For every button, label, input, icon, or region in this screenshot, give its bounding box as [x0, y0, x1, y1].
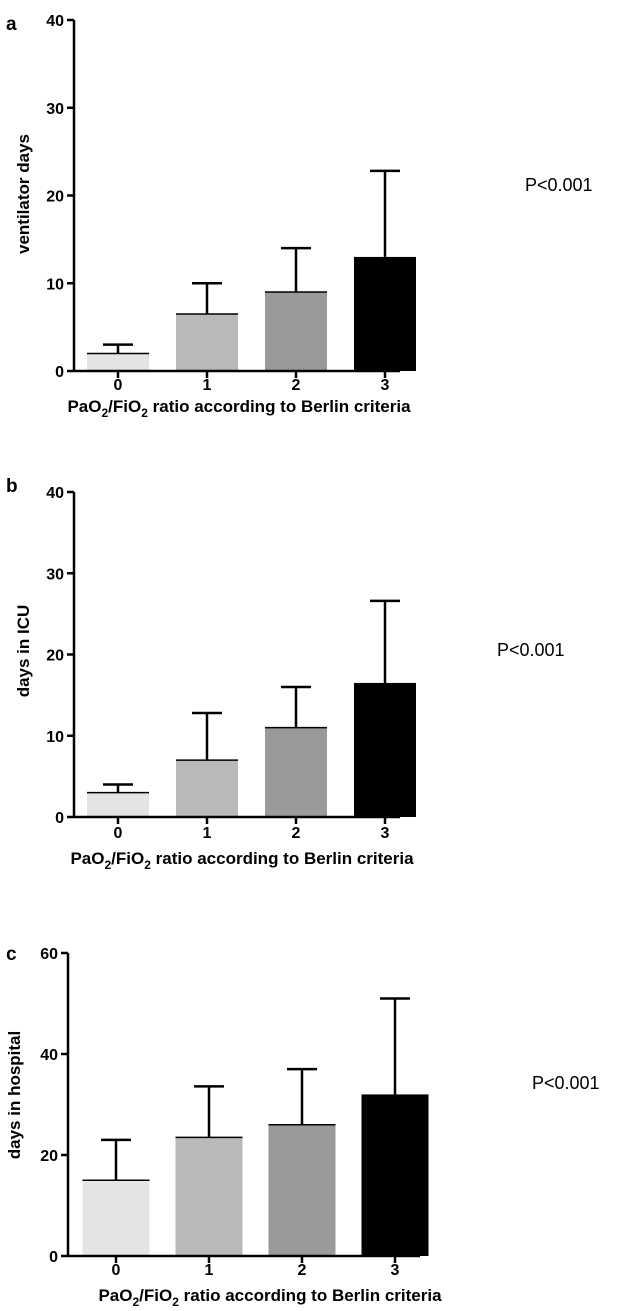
- bar: [268, 1124, 336, 1256]
- bar: [265, 727, 327, 817]
- x-tick-label: 3: [391, 1262, 400, 1279]
- x-tick-label: 1: [203, 825, 212, 842]
- y-tick-label: 40: [46, 13, 64, 30]
- bar: [176, 760, 238, 817]
- bar: [265, 292, 327, 371]
- bar: [87, 792, 149, 817]
- x-label-part: ratio according to Berlin criteria: [148, 397, 411, 416]
- x-label-subscript: 2: [141, 406, 148, 420]
- y-tick-label: 0: [55, 364, 64, 381]
- x-label-part: PaO: [98, 1286, 132, 1305]
- x-label-subscript: 2: [144, 858, 151, 872]
- panel-label: a: [6, 14, 17, 35]
- x-label-part: ratio according to Berlin criteria: [151, 849, 414, 868]
- y-tick-label: 60: [40, 946, 58, 963]
- bar: [361, 1094, 429, 1256]
- panel-c: c days in hospital 0 20 40 60 0 1 2 3 P<0.001 P…: [5, 944, 600, 1309]
- y-tick-label: 10: [46, 729, 64, 746]
- marks: 0 10 20 30 40 0 1 2 3: [46, 485, 416, 842]
- y-tick-label: 40: [40, 1047, 58, 1064]
- panel-label: b: [6, 476, 18, 497]
- panel-label: c: [6, 944, 17, 965]
- x-tick-label: 3: [381, 377, 390, 394]
- y-tick-label: 10: [46, 276, 64, 293]
- x-label-part: PaO: [67, 397, 101, 416]
- y-axis-label: ventilator days: [14, 134, 33, 254]
- x-tick-label: 0: [114, 825, 123, 842]
- x-axis-label: PaO2/FiO2 ratio according to Berlin crit…: [67, 397, 411, 420]
- y-tick-label: 0: [49, 1249, 58, 1266]
- y-axis-label: days in hospital: [5, 1031, 24, 1159]
- x-tick-label: 2: [298, 1262, 307, 1279]
- x-label-subscript: 2: [172, 1295, 179, 1309]
- y-tick-label: 20: [46, 189, 64, 206]
- bar: [354, 682, 416, 817]
- x-label-part: /FiO: [139, 1286, 172, 1305]
- x-tick-label: 3: [381, 825, 390, 842]
- y-tick-label: 0: [55, 810, 64, 827]
- bar: [176, 313, 238, 371]
- y-tick-label: 30: [46, 101, 64, 118]
- bar: [175, 1137, 243, 1256]
- x-tick-label: 2: [292, 377, 301, 394]
- x-label-part: PaO: [70, 849, 104, 868]
- x-tick-label: 1: [203, 377, 212, 394]
- x-axis-label: PaO2/FiO2 ratio according to Berlin crit…: [70, 849, 414, 872]
- p-value-annotation: P<0.001: [497, 640, 565, 660]
- x-label-subscript: 2: [104, 858, 111, 872]
- x-axis-label: PaO2/FiO2 ratio according to Berlin crit…: [98, 1286, 442, 1309]
- x-label-subscript: 2: [132, 1295, 139, 1309]
- y-axis-label: days in ICU: [14, 605, 33, 698]
- y-tick-label: 40: [46, 485, 64, 502]
- y-tick-label: 30: [46, 566, 64, 583]
- x-label-part: /FiO: [108, 397, 141, 416]
- marks: 0 20 40 60 0 1 2 3: [40, 946, 429, 1279]
- y-tick-label: 20: [46, 648, 64, 665]
- x-tick-label: 0: [112, 1262, 121, 1279]
- x-tick-label: 1: [205, 1262, 214, 1279]
- x-label-subscript: 2: [101, 406, 108, 420]
- marks: 0 10 20 30 40 0 1 2 3: [46, 13, 416, 394]
- x-label-part: ratio according to Berlin criteria: [179, 1286, 442, 1305]
- x-label-part: /FiO: [111, 849, 144, 868]
- bar: [82, 1180, 150, 1256]
- x-tick-label: 0: [114, 377, 123, 394]
- p-value-annotation: P<0.001: [532, 1073, 600, 1093]
- bar: [87, 353, 149, 371]
- x-tick-label: 2: [292, 825, 301, 842]
- p-value-annotation: P<0.001: [525, 175, 593, 195]
- y-tick-label: 20: [40, 1148, 58, 1165]
- bar: [354, 256, 416, 371]
